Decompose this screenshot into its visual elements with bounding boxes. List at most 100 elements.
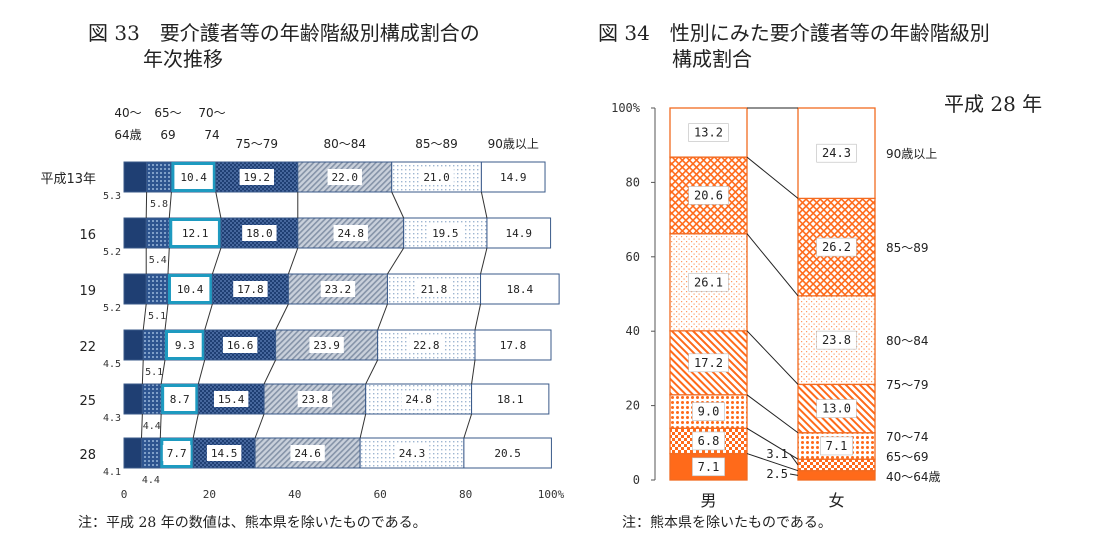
series-label-5: 85～89 <box>886 241 929 255</box>
bar-label-1-2: 7.1 <box>826 439 848 453</box>
bar-label-bg-5-5 <box>394 445 430 461</box>
bar-label-bg-0-5 <box>419 169 454 185</box>
bar-label-bg-1-4 <box>816 330 857 350</box>
y-tick-0: 0 <box>633 473 640 487</box>
x-tick-5: 100% <box>538 488 565 501</box>
bar-seg-5-0 <box>123 437 143 469</box>
connector-4 <box>746 330 799 385</box>
bar-label-2-6: 18.4 <box>507 283 534 296</box>
x-tick-1: 20 <box>203 488 216 501</box>
connector-0-6 <box>480 191 488 219</box>
bar-label-bg-2-5 <box>416 281 452 297</box>
category-header-2-0: 70～ <box>198 106 225 120</box>
connector-4-2 <box>159 413 162 439</box>
bar-label-0-1: 6.8 <box>698 434 720 448</box>
bar-label-1-5: 26.2 <box>822 240 851 254</box>
connector-1-2 <box>167 247 170 275</box>
bar-label-5-1: 4.4 <box>142 475 160 486</box>
connector-1 <box>746 453 799 472</box>
bar-label-5-4: 24.6 <box>294 447 321 460</box>
bar-label-leader-1-1 <box>789 453 799 466</box>
bar-seg-3-6 <box>474 329 552 361</box>
bar-label-leader-1-0 <box>789 473 799 476</box>
bar-label-bg-1-6 <box>501 225 536 241</box>
bar-label-bg-3-2 <box>170 337 199 353</box>
bar-label-0-3: 19.2 <box>244 171 271 184</box>
connector-0-2 <box>168 191 172 219</box>
bar-label-bg-1-4 <box>333 225 368 241</box>
bar-label-bg-1-3 <box>242 225 277 241</box>
y-tick-4: 80 <box>626 175 640 189</box>
connector-2-2 <box>164 303 169 331</box>
bar-label-bg-2-3 <box>233 281 268 297</box>
bar-label-0-2: 10.4 <box>180 171 207 184</box>
bar-label-0-4: 26.1 <box>694 275 723 289</box>
series-label-4: 80～84 <box>886 334 929 348</box>
bar-label-4-3: 15.4 <box>218 393 245 406</box>
bar-label-2-3: 17.8 <box>237 283 264 296</box>
bar-label-5-5: 24.3 <box>399 447 426 460</box>
bar-label-0-2: 9.0 <box>698 405 720 419</box>
bar-label-bg-1-5 <box>816 237 857 257</box>
bar-label-1-1: 3.1 <box>766 447 788 461</box>
bar-seg-4-0 <box>123 383 143 415</box>
bar-label-3-4: 23.9 <box>313 339 340 352</box>
connector-2-3 <box>204 303 213 331</box>
bar-label-2-2: 10.4 <box>177 283 204 296</box>
bar-label-1-3: 18.0 <box>246 227 273 240</box>
bar-label-bg-2-2 <box>172 281 208 297</box>
bar-label-bg-5-4 <box>290 445 325 461</box>
category-header-0-0: 40～ <box>114 106 141 120</box>
connector-4-5 <box>359 413 367 439</box>
connector-2 <box>746 427 799 460</box>
fig33-note: 注：平成 28 年の数値は、熊本県を除いたものである。 <box>78 515 427 531</box>
bar-label-bg-4-4 <box>297 391 333 407</box>
bar-seg-1-0 <box>797 470 876 481</box>
series-label-3: 75～79 <box>886 378 929 392</box>
category-label-5: 28 <box>79 448 96 463</box>
bar-label-4-4: 23.8 <box>302 393 329 406</box>
bar-seg-5-1 <box>141 437 161 469</box>
connector-2-4 <box>275 303 289 331</box>
category-header-3-0: 75～79 <box>236 137 279 151</box>
bar-label-bg-3-5 <box>409 337 444 353</box>
bar-label-4-1: 4.4 <box>143 421 161 432</box>
bar-label-bg-4-3 <box>213 391 249 407</box>
bar-seg-2-0 <box>123 273 147 305</box>
bar-label-4-5: 24.8 <box>405 393 432 406</box>
category-label-1: 16 <box>79 228 96 243</box>
connector-3-5 <box>365 359 379 385</box>
bar-label-3-1: 5.1 <box>145 367 163 378</box>
bar-label-3-5: 22.8 <box>413 339 440 352</box>
fig34-note: 注：熊本県を除いたものである。 <box>622 515 832 531</box>
bar-label-0-6: 13.2 <box>694 126 723 140</box>
bar-label-1-0: 5.2 <box>103 247 121 258</box>
bar-label-4-0: 4.3 <box>103 413 121 424</box>
bar-label-1-6: 14.9 <box>506 227 533 240</box>
bar-label-bg-1-6 <box>816 143 857 163</box>
bar-label-0-5: 20.6 <box>694 188 723 202</box>
connector-4-1 <box>141 413 143 439</box>
connector-1-6 <box>480 247 488 275</box>
bar-label-bg-4-2 <box>165 391 194 407</box>
bar-label-4-2: 8.7 <box>170 393 190 406</box>
bar-seg-3-0 <box>123 329 144 361</box>
bar-label-bg-0-4 <box>327 169 362 185</box>
connector-2-6 <box>474 303 482 331</box>
bar-seg-4-1 <box>141 383 162 415</box>
connector-3-2 <box>160 359 166 385</box>
category-label-3: 22 <box>79 340 96 355</box>
bar-label-bg-0-2 <box>692 402 725 421</box>
bar-label-5-0: 4.1 <box>103 467 121 478</box>
fig33-title-line1: 図 33 要介護者等の年齢階級別構成割合の <box>88 21 480 45</box>
x-tick-0: 0 <box>121 488 128 501</box>
category-header-0-1: 64歳 <box>114 128 141 142</box>
bar-label-bg-5-6 <box>490 445 525 461</box>
bar-label-3-6: 17.8 <box>500 339 527 352</box>
bar-label-bg-3-3 <box>222 337 258 353</box>
bar-label-bg-5-2 <box>162 445 191 461</box>
bar-seg-3-1 <box>142 329 166 361</box>
bar-label-bg-1-3 <box>816 399 857 418</box>
category-label-0: 男 <box>700 491 716 510</box>
bar-label-bg-1-2 <box>820 436 853 456</box>
